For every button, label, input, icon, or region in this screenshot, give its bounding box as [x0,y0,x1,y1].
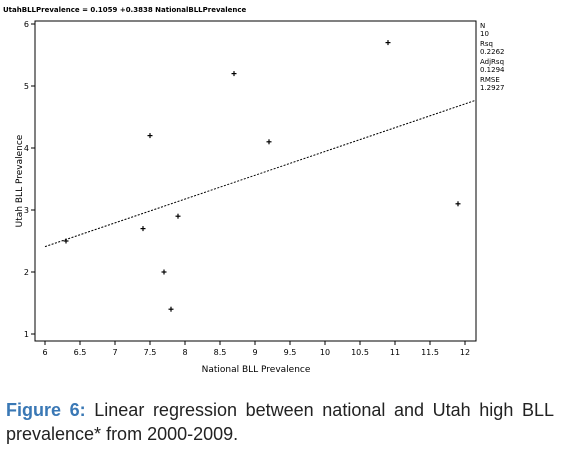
regression-line [44,99,477,248]
stat-label: N [480,22,485,30]
y-tick-label: 4 [24,144,29,153]
x-tick-label: 7.5 [144,348,157,357]
data-point [63,238,69,244]
stat-value: 10 [480,30,489,38]
x-tick-label: 12 [460,348,470,357]
y-tick-label: 1 [24,330,29,339]
data-point [266,139,272,145]
stat-value: 0.2262 [480,48,505,56]
y-tick-label: 6 [24,20,29,29]
x-tick-label: 9 [252,348,257,357]
figure-caption: Figure 6: Linear regression between nati… [6,398,554,446]
regression-chart: UtahBLLPrevalence = 0.1059 +0.3838 Natio… [3,6,505,375]
stat-value: 0.1294 [480,66,505,74]
y-axis: 1 2 3 4 5 6 [24,20,35,339]
x-tick-label: 10 [320,348,330,357]
x-tick-label: 7 [112,348,117,357]
chart-title: UtahBLLPrevalence = 0.1059 +0.3838 Natio… [3,6,247,14]
x-tick-label: 11 [390,348,400,357]
y-tick-label: 3 [24,206,29,215]
stat-label: RMSE [480,76,500,84]
caption-text: Linear regression between national and U… [6,400,554,444]
data-points [63,40,461,312]
data-point [231,71,237,77]
data-point [455,201,461,207]
x-tick-label: 11.5 [421,348,439,357]
stat-value: 1.2927 [480,84,505,92]
data-point [385,40,391,46]
data-point [168,306,174,312]
x-tick-label: 6.5 [74,348,87,357]
chart-svg: UtahBLLPrevalence = 0.1059 +0.3838 Natio… [3,6,505,375]
x-tick-label: 6 [42,348,47,357]
data-point [140,226,146,232]
figure-label: Figure 6: [6,400,86,420]
stat-label: AdjRsq [480,58,504,66]
data-point [161,269,167,275]
stat-label: Rsq [480,40,493,48]
y-tick-label: 5 [24,82,29,91]
x-tick-label: 10.5 [351,348,369,357]
x-axis: 6 6.5 7 7.5 8 8.5 9 9.5 10 10.5 11 11.5 12 [42,341,470,357]
x-axis-label: National BLL Prevalence [202,365,311,375]
y-axis-label: Utah BLL Prevalence [15,134,25,227]
y-tick-label: 2 [24,268,29,277]
plot-frame [34,20,477,342]
data-point [175,213,181,219]
data-point [147,133,153,139]
x-tick-label: 9.5 [284,348,297,357]
x-tick-label: 8.5 [214,348,227,357]
x-tick-label: 8 [182,348,187,357]
